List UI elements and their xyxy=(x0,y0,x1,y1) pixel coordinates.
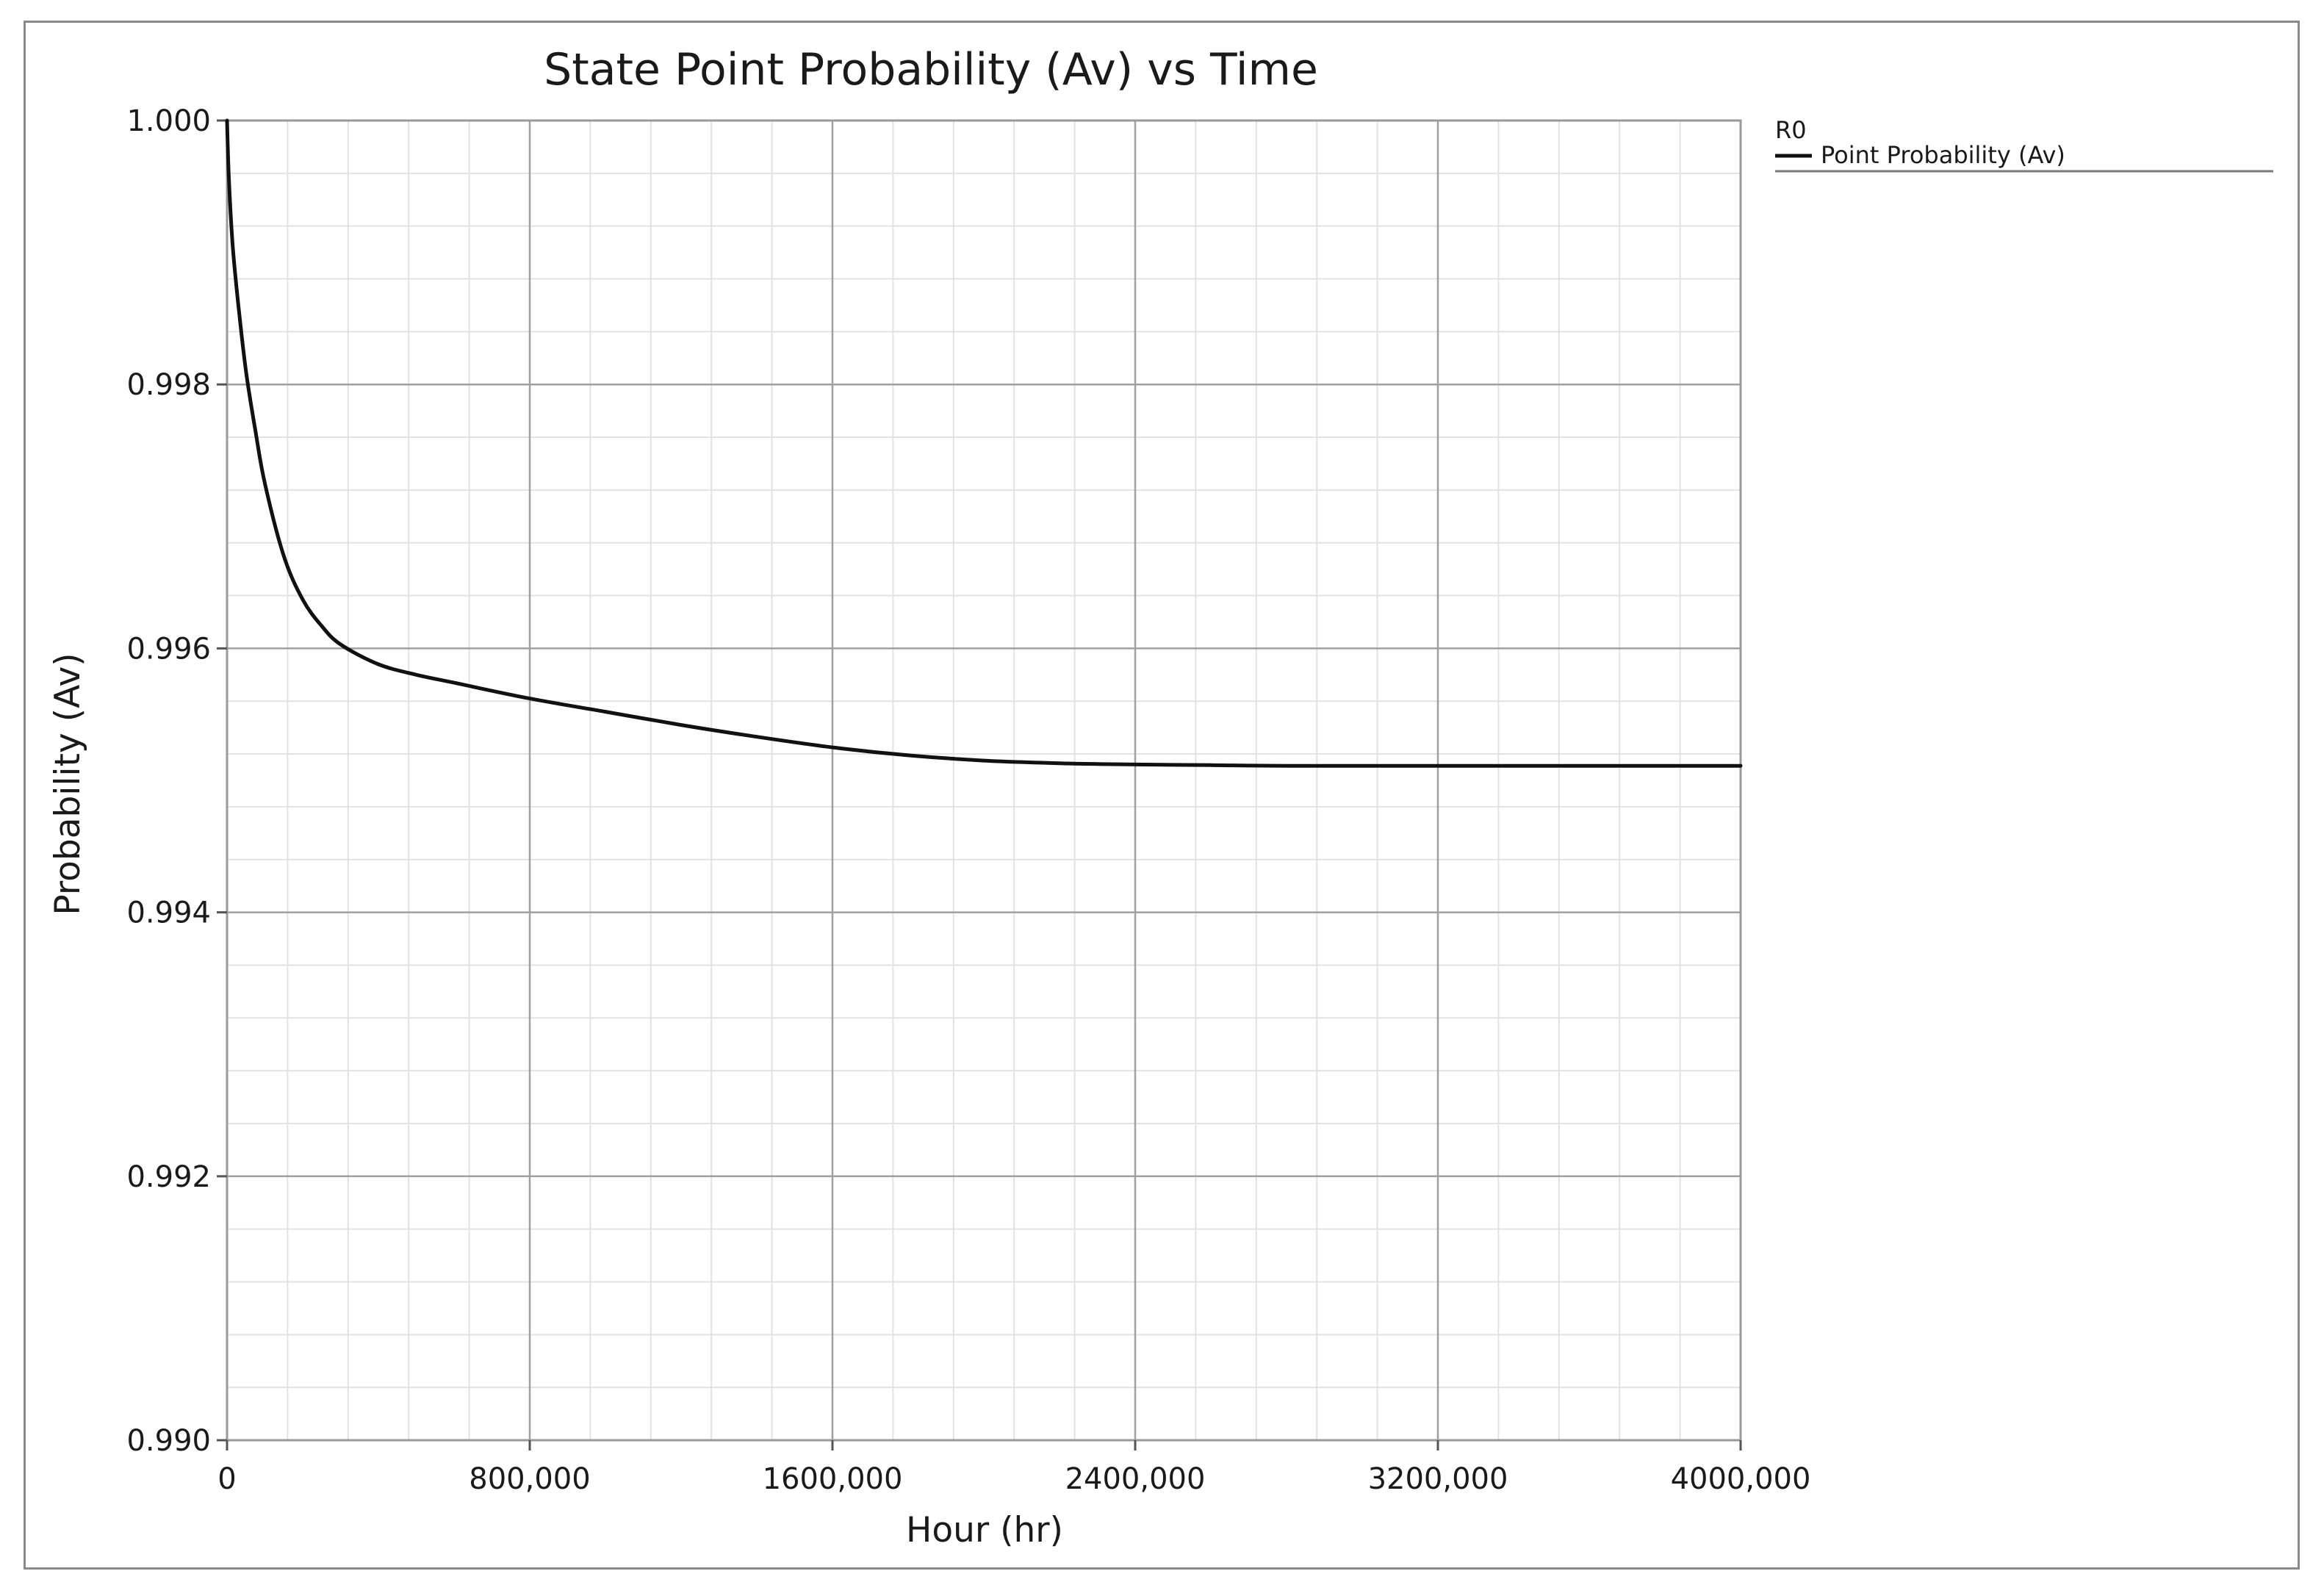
legend-header: R0 xyxy=(1775,116,1807,144)
y-axis-label: Probability (Av) xyxy=(48,653,88,915)
x-tick-labels: 0 800,000 1600,000 2400,000 3200,000 4000,000 xyxy=(217,1462,1810,1496)
x-tick-label: 800,000 xyxy=(469,1462,590,1496)
major-grid xyxy=(226,119,1742,1442)
y-tick-label: 1.000 xyxy=(126,104,211,138)
series-line-point-probability xyxy=(225,118,1743,768)
x-axis-label: Hour (hr) xyxy=(906,1510,1063,1550)
x-tick-label: 3200,000 xyxy=(1368,1462,1508,1496)
y-tick-label: 0.998 xyxy=(126,368,211,402)
plot-area-border xyxy=(226,119,1742,1442)
x-tick-label: 2400,000 xyxy=(1065,1462,1206,1496)
legend-entry-point-probability: Point Probability (Av) xyxy=(1821,141,2065,169)
y-tick-label: 0.992 xyxy=(126,1160,211,1194)
x-tick-label: 1600,000 xyxy=(763,1462,903,1496)
x-tick-label: 0 xyxy=(217,1462,236,1496)
legend: R0 Point Probability (Av) xyxy=(1775,116,2273,173)
y-tick-label: 0.996 xyxy=(126,632,211,666)
x-tick-label: 4000,000 xyxy=(1671,1462,1811,1496)
y-tick-labels: 0.990 0.992 0.994 0.996 0.998 1.000 xyxy=(126,104,211,1458)
axis-ticks xyxy=(217,119,1742,1451)
y-tick-label: 0.994 xyxy=(126,896,211,930)
chart-title: State Point Probability (Av) vs Time xyxy=(544,44,1318,96)
y-tick-label: 0.990 xyxy=(126,1424,211,1458)
series-layer xyxy=(225,118,1743,768)
minor-grid xyxy=(227,121,1741,1440)
